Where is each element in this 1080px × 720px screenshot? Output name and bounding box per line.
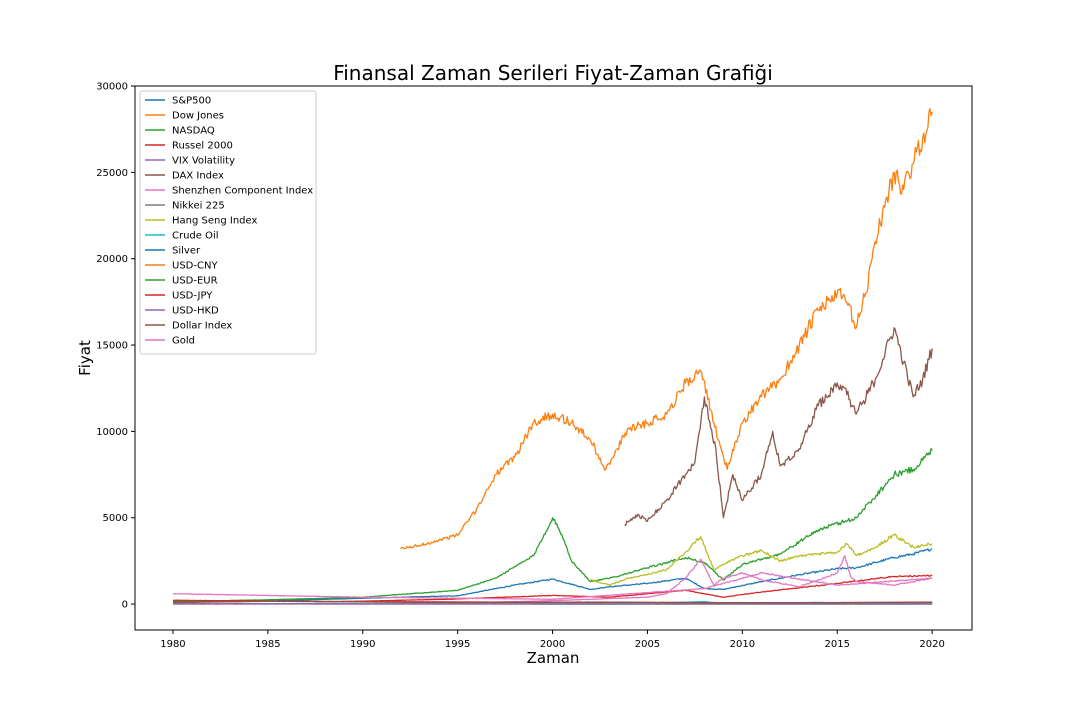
y-tick-label: 15000 [96,341,128,352]
legend-label: S&P500 [172,96,211,107]
y-tick-label: 0 [122,600,128,611]
legend-label: Hang Seng Index [172,216,257,227]
y-axis: 0 5000 10000 15000 20000 25000 30000 [96,82,135,611]
legend-label: NASDAQ [172,126,215,137]
plot-lines [172,108,933,605]
x-tick-label: 2010 [730,639,755,650]
y-tick-label: 20000 [96,254,128,265]
y-axis-label: Fiyat [76,340,94,376]
x-tick-label: 1985 [255,639,280,650]
legend-label: Nikkei 225 [172,201,225,212]
series-line [486,555,933,604]
legend-label: Dollar Index [172,321,232,332]
series-line [173,548,933,603]
legend-label: Crude Oil [172,231,219,242]
x-tick-label: 2000 [540,639,565,650]
legend-label: DAX Index [172,171,224,182]
legend-label: Shenzhen Component Index [172,186,313,197]
chart-title: Finansal Zaman Serileri Fiyat-Zaman Graf… [333,61,773,85]
legend-box [139,90,317,355]
y-tick-label: 10000 [96,427,128,438]
x-tick-label: 2015 [825,639,850,650]
legend: S&P500 Dow Jones NASDAQ Russel 2000 VIX Vola… [139,90,317,355]
series-line [172,571,933,600]
x-tick-label: 1995 [445,639,470,650]
series-line [172,600,933,604]
legend-label: Silver [172,246,201,257]
x-axis-label: Zaman [527,649,580,667]
legend-label: Russel 2000 [172,141,233,152]
x-tick-label: 2005 [635,639,660,650]
legend-label: Gold [172,336,195,347]
series-line [590,533,933,586]
legend-label: USD-JPY [172,291,213,302]
y-tick-label: 25000 [96,168,128,179]
legend-label: VIX Volatility [172,156,235,167]
series-line [400,108,933,550]
legend-label: USD-EUR [172,276,218,287]
x-tick-label: 2020 [919,639,944,650]
legend-label: Dow Jones [172,111,224,122]
x-tick-label: 1990 [350,639,375,650]
y-tick-label: 5000 [103,513,128,524]
plot-frame [134,85,973,631]
series-line [624,327,933,527]
x-tick-label: 1980 [160,639,185,650]
x-axis: 1980 1985 1990 1995 2000 2005 2010 2015 2020 [160,630,945,650]
series-line [173,447,933,603]
legend-label: USD-HKD [172,306,219,317]
legend-label: USD-CNY [172,261,218,272]
y-tick-label: 30000 [96,82,128,93]
